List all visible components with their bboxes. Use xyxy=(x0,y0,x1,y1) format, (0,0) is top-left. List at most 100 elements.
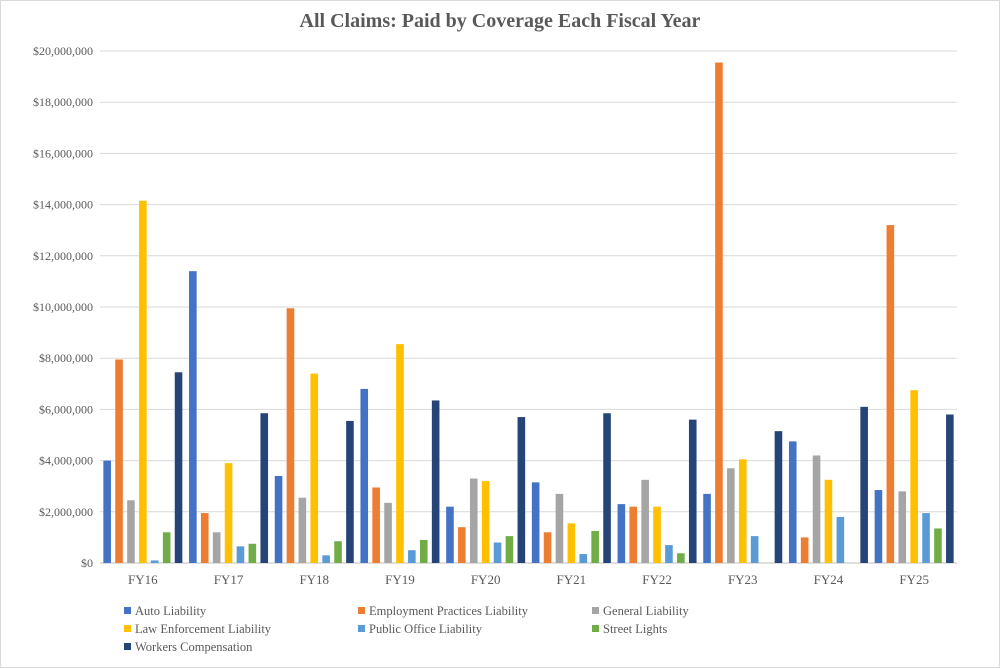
bar xyxy=(334,541,342,563)
bar xyxy=(458,527,466,563)
x-tick-label: FY18 xyxy=(299,572,329,587)
x-tick-label: FY20 xyxy=(471,572,501,587)
y-tick-label: $18,000,000 xyxy=(33,95,93,109)
y-tick-label: $10,000,000 xyxy=(33,300,93,314)
bar xyxy=(579,554,588,563)
bar xyxy=(812,455,821,563)
bar xyxy=(396,344,404,563)
bar xyxy=(555,493,564,563)
x-tick-label: FY16 xyxy=(128,572,158,587)
bar xyxy=(162,532,171,563)
bar xyxy=(481,481,490,563)
y-tick-label: $2,000,000 xyxy=(39,505,93,519)
bar xyxy=(543,532,552,563)
legend-item: General Liability xyxy=(592,604,689,618)
bar xyxy=(139,200,147,563)
bar xyxy=(910,390,918,563)
legend-swatch xyxy=(124,643,131,650)
legend-item: Auto Liability xyxy=(124,604,207,618)
legend-label: Street Lights xyxy=(603,622,667,636)
legend-label: Auto Liability xyxy=(135,604,207,618)
x-tick-label: FY17 xyxy=(214,572,244,587)
bar xyxy=(115,359,123,563)
bar xyxy=(531,482,540,563)
bar xyxy=(836,516,845,563)
gridlines xyxy=(100,50,957,564)
legend-item: Street Lights xyxy=(592,622,667,636)
bar xyxy=(922,513,930,563)
legend: Auto Liability Employment Practices Liabi… xyxy=(124,604,689,654)
bar xyxy=(617,504,626,563)
y-tick-label: $16,000,000 xyxy=(33,146,93,160)
bar xyxy=(236,546,245,563)
y-tick-label: $6,000,000 xyxy=(39,402,93,416)
y-tick-label: $20,000,000 xyxy=(33,44,93,58)
bar xyxy=(505,536,514,563)
legend-swatch xyxy=(124,625,131,632)
bar xyxy=(641,479,649,563)
bar xyxy=(688,419,697,563)
bar xyxy=(200,513,209,563)
bar xyxy=(174,372,183,563)
bar xyxy=(665,545,673,563)
bar xyxy=(493,542,502,563)
legend-swatch xyxy=(358,607,365,614)
bar xyxy=(629,506,638,563)
legend-item: Employment Practices Liability xyxy=(358,604,529,618)
legend-swatch xyxy=(592,607,599,614)
x-tick-label: FY22 xyxy=(642,572,672,587)
bar xyxy=(150,560,159,563)
bar xyxy=(774,431,783,563)
y-tick-label: $4,000,000 xyxy=(39,454,93,468)
bar xyxy=(469,478,478,563)
y-tick-label: $8,000,000 xyxy=(39,351,93,365)
bar xyxy=(408,550,416,563)
bar xyxy=(603,413,611,563)
bar xyxy=(346,420,354,563)
legend-label: Law Enforcement Liability xyxy=(135,622,272,636)
bar xyxy=(431,400,440,563)
bar xyxy=(248,543,257,563)
bar xyxy=(189,271,197,563)
bar xyxy=(703,493,711,563)
y-tick-label: $0 xyxy=(81,556,93,570)
x-tick-label: FY19 xyxy=(385,572,415,587)
bar xyxy=(212,532,221,563)
legend-item: Law Enforcement Liability xyxy=(124,622,272,636)
bars xyxy=(103,62,954,564)
x-tick-label: FY21 xyxy=(557,572,587,587)
bar xyxy=(372,487,380,563)
bar xyxy=(886,225,895,563)
legend-label: Public Office Liability xyxy=(369,622,483,636)
bar xyxy=(750,536,759,563)
legend-label: Workers Compensation xyxy=(135,640,253,654)
x-tick-label: FY23 xyxy=(728,572,758,587)
bar xyxy=(800,537,809,563)
bar xyxy=(860,406,868,563)
bar xyxy=(727,468,735,563)
bar xyxy=(298,497,307,563)
bar xyxy=(360,388,369,563)
bar xyxy=(738,459,747,563)
bar xyxy=(446,506,454,563)
bar xyxy=(788,441,797,563)
y-tick-label: $14,000,000 xyxy=(33,198,93,212)
bar xyxy=(946,414,954,563)
legend-item: Public Office Liability xyxy=(358,622,483,636)
bar xyxy=(310,373,319,563)
x-tick-label: FY25 xyxy=(899,572,929,587)
x-tick-label: FY24 xyxy=(814,572,844,587)
legend-label: Employment Practices Liability xyxy=(369,604,529,618)
bar xyxy=(517,417,526,563)
legend-swatch xyxy=(592,625,599,632)
bar xyxy=(677,553,685,563)
bar xyxy=(874,490,883,563)
legend-swatch xyxy=(124,607,131,614)
bar xyxy=(260,413,269,563)
bar xyxy=(934,528,942,563)
bar xyxy=(653,506,661,563)
bar xyxy=(127,500,135,563)
legend-label: General Liability xyxy=(603,604,689,618)
legend-swatch xyxy=(358,625,365,632)
